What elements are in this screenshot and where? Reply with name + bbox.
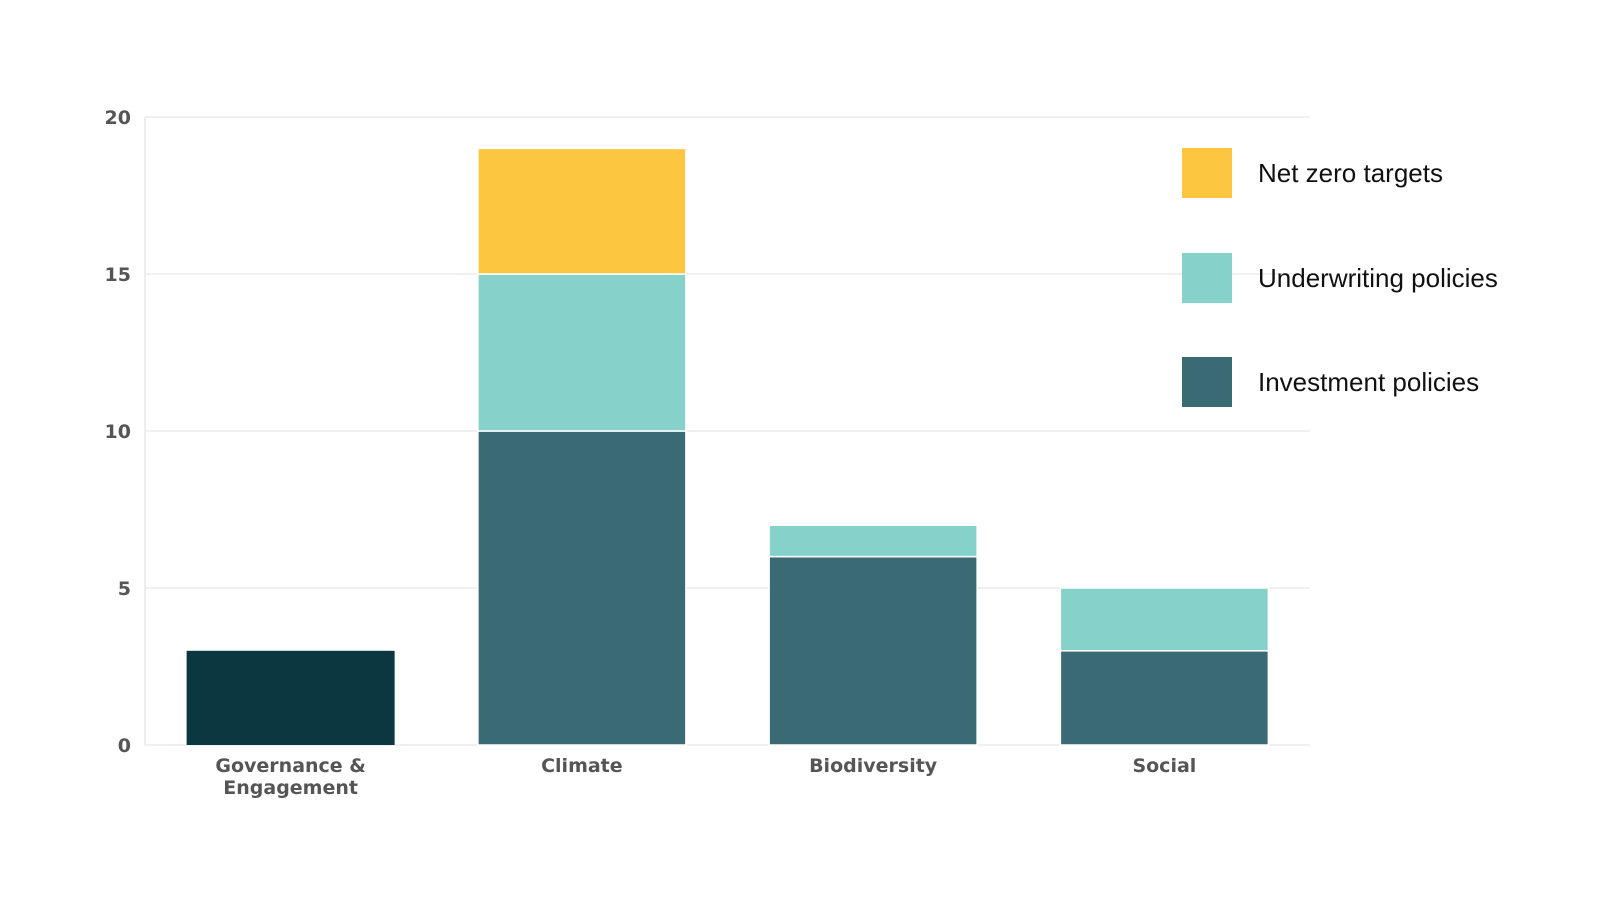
bar-segment xyxy=(1059,587,1270,652)
legend-swatch xyxy=(1182,148,1232,198)
y-tick-label: 0 xyxy=(118,735,131,757)
legend-swatch xyxy=(1182,357,1232,407)
bar-segment xyxy=(186,650,395,745)
legend-label: Net zero targets xyxy=(1258,158,1443,188)
x-category-label: Climate xyxy=(541,755,623,777)
x-category-label: Biodiversity xyxy=(809,755,938,777)
x-category-label: Social xyxy=(1132,755,1196,777)
bars xyxy=(186,147,1270,746)
y-tick-label: 20 xyxy=(105,107,131,129)
bar-segment xyxy=(477,273,687,432)
bar-segment xyxy=(768,555,978,746)
y-tick-label: 5 xyxy=(118,578,131,600)
y-axis-ticks: 0 5 10 15 20 xyxy=(105,107,131,757)
legend-label: Underwriting policies xyxy=(1258,263,1498,293)
legend: Net zero targets Underwriting policies Inv… xyxy=(1182,148,1498,407)
x-category-label: Governance & Engagement xyxy=(215,755,366,799)
x-axis-categories: Governance & Engagement Climate Biodiversit… xyxy=(215,755,1196,799)
legend-label: Investment policies xyxy=(1258,367,1479,397)
bar-segment xyxy=(768,524,978,558)
y-tick-label: 10 xyxy=(105,421,131,443)
bar-segment xyxy=(1059,650,1270,746)
y-tick-label: 15 xyxy=(105,264,131,286)
legend-swatch xyxy=(1182,253,1232,303)
bar-segment xyxy=(477,430,687,746)
bar-segment xyxy=(477,147,687,275)
